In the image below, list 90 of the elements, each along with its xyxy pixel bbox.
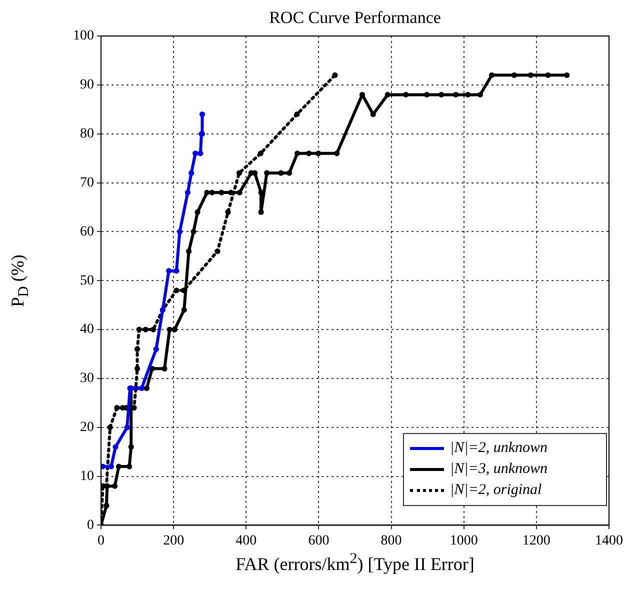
point [306,150,312,156]
point [144,385,150,392]
point [114,404,120,411]
point [209,190,215,196]
point [453,92,459,98]
point [166,268,172,274]
point [166,326,172,332]
legend-label: |N|=2, original [450,482,542,500]
point [138,385,144,392]
point [528,72,534,78]
point [294,150,300,156]
point [236,190,242,196]
point [403,92,409,98]
y-tick-label: 40 [80,322,94,338]
point [286,170,292,176]
y-tick-label: 50 [80,273,94,288]
chart-title: ROC Curve Performance [268,8,442,28]
point [465,92,471,98]
point [236,170,242,176]
point [181,307,187,313]
x-tick-label: 1000 [450,533,478,548]
y-tick-label: 60 [80,224,94,240]
point [108,464,114,470]
x-tick-label: 600 [308,533,330,548]
point [188,170,194,176]
point [150,326,156,332]
point [228,190,234,196]
point [126,464,132,470]
point [104,502,110,508]
point [199,111,206,118]
x-axis-title: FAR (errors/km$^{2}$) [Type II Error] [234,551,476,576]
point [264,170,270,176]
point [186,248,192,254]
legend-label: |N|=3, unknown [450,461,548,478]
point [174,268,180,274]
x-tick-label: 200 [163,533,184,548]
y-tick-label: 0 [87,518,94,533]
y-tick-label: 30 [80,371,94,386]
point [184,190,191,196]
point [214,248,220,254]
point [218,190,224,196]
point [162,366,168,372]
point [477,92,483,98]
point [176,228,183,234]
point [258,209,264,215]
y-tick-label: 90 [80,78,94,93]
point [112,444,118,450]
y-tick-label: 70 [80,175,94,190]
point [190,228,196,234]
point [172,326,178,332]
point [107,424,113,430]
point [545,72,551,78]
point [294,111,300,118]
x-tick-label: 1400 [595,533,623,548]
y-tick-label: 80 [80,126,94,142]
point [424,92,430,98]
point [225,209,231,215]
point [488,72,495,78]
x-tick-label: 0 [98,533,104,548]
point [384,92,390,98]
point [332,72,338,78]
point [278,170,284,176]
point [334,150,340,156]
point [194,209,200,215]
y-tick-label: 10 [80,468,94,484]
legend-label: |N|=2, unknown [450,440,548,458]
point [192,150,198,156]
point [116,464,122,470]
point [174,288,180,294]
point [511,72,518,78]
y-tick-label: 20 [80,420,94,436]
point [134,346,140,352]
point [128,444,134,450]
point [153,346,159,352]
point [136,326,142,332]
x-tick-label: 800 [380,533,402,548]
point [438,92,444,98]
point [198,150,204,156]
x-tick-label: 1200 [522,533,550,548]
point [564,72,570,78]
point [112,483,118,489]
point [316,150,322,156]
point [142,326,148,332]
point [258,150,264,156]
point [101,464,106,470]
point [204,190,210,196]
y-tick-label: 100 [73,28,94,44]
point [134,366,140,372]
point [124,424,130,430]
x-tick-label: 400 [236,533,257,548]
